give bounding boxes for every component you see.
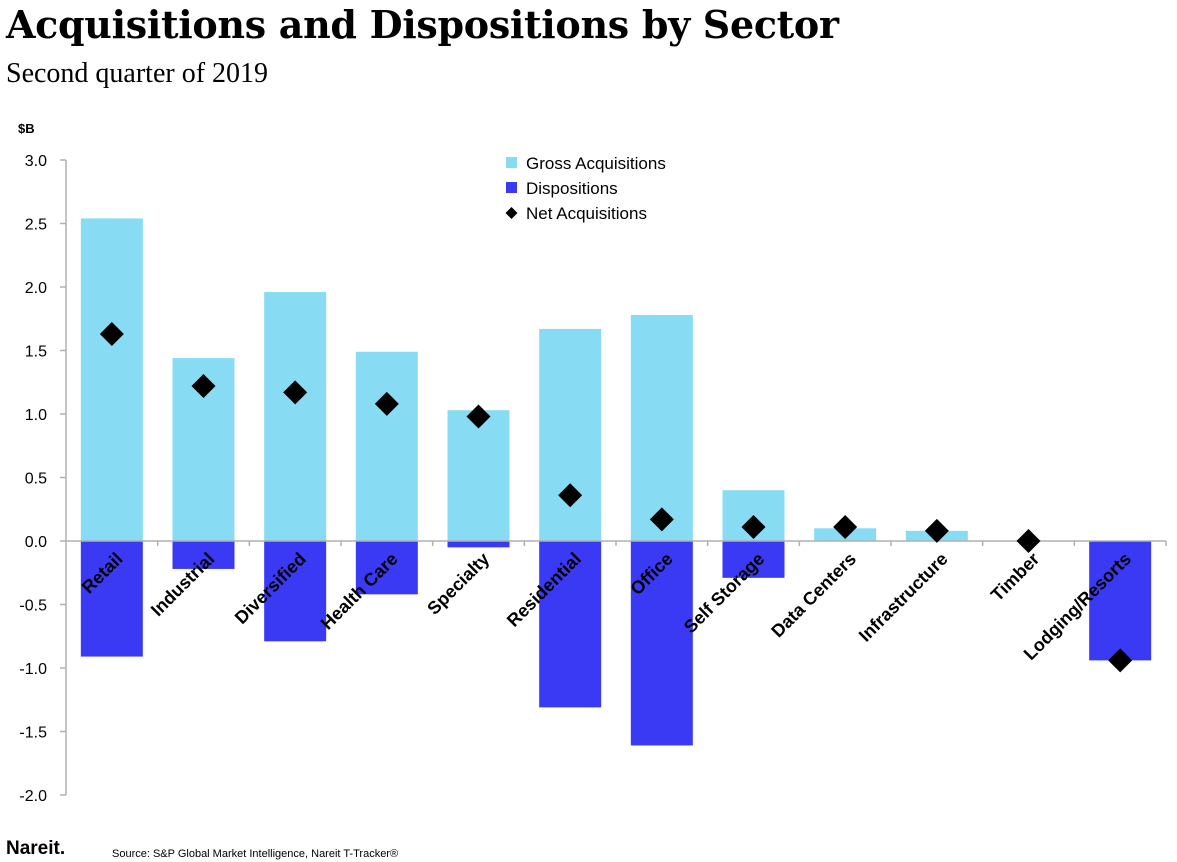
legend-label: Gross Acquisitions	[526, 154, 666, 173]
legend-label: Net Acquisitions	[526, 204, 647, 223]
net-acquisitions-marker	[374, 391, 399, 416]
dispositions-bar	[80, 541, 143, 657]
y-axis-unit-label: $B	[18, 121, 35, 136]
y-tick-label: -2.0	[19, 788, 47, 805]
y-tick-label: 1.0	[25, 407, 47, 424]
net-acquisitions-marker	[283, 380, 308, 405]
dispositions-bar	[722, 541, 785, 578]
dispositions-bar	[630, 541, 693, 746]
legend-swatch	[506, 182, 517, 193]
net-acquisitions-marker	[1108, 648, 1133, 673]
legend-swatch	[506, 157, 517, 168]
category-labels-layer: Retail Industrial Diversified Health Care Sp…	[78, 549, 1135, 664]
dispositions-bar	[1089, 541, 1152, 661]
y-tick-label: -1.0	[19, 661, 47, 678]
gross-acquisitions-bar	[80, 218, 143, 542]
y-tick-label: 0.5	[25, 471, 47, 488]
gross-acquisitions-bar	[264, 292, 327, 541]
gross-acquisitions-bar	[355, 351, 418, 541]
y-tick-label: 3.0	[25, 153, 47, 170]
net-acquisitions-marker	[558, 483, 583, 508]
chart-title: Acquisitions and Dispositions by Sector	[6, 2, 839, 47]
y-tick-label: -1.5	[19, 725, 47, 742]
y-tick-label: 1.5	[25, 344, 47, 361]
y-tick-label: 2.0	[25, 280, 47, 297]
dispositions-bar	[539, 541, 602, 708]
net-acquisitions-marker	[924, 518, 949, 543]
legend: Gross Acquisitions Dispositions Net Acquis…	[505, 154, 666, 223]
dispositions-bar	[172, 541, 235, 569]
net-acquisitions-marker	[833, 515, 858, 540]
net-acquisitions-marker	[741, 515, 766, 540]
y-ticks-layer: 3.0 2.5 2.0 1.5 1.0 0.5 0.0 -0.5 -1.0 -1.5 -2.0	[19, 153, 1167, 805]
gross-acquisitions-bar	[630, 314, 693, 541]
legend-swatch	[505, 207, 518, 219]
source-note: Source: S&P Global Market Intelligence, …	[112, 848, 399, 860]
gross-acquisitions-bar	[447, 410, 510, 541]
y-tick-label: -0.5	[19, 598, 47, 615]
net-acquisitions-marker	[191, 374, 216, 399]
y-tick-label: 2.5	[25, 217, 47, 234]
net-acquisitions-marker	[99, 321, 124, 346]
gross-acquisitions-bar	[539, 328, 602, 541]
dispositions-bar	[447, 541, 510, 548]
y-tick-label: 0.0	[25, 534, 47, 551]
net-acquisitions-marker	[1016, 529, 1041, 553]
bars-layer	[80, 218, 1152, 746]
markers-layer	[99, 321, 1133, 673]
dispositions-bar	[355, 541, 418, 595]
category-label: Specialty	[423, 549, 493, 619]
category-label: Timber	[987, 549, 1043, 605]
net-acquisitions-marker	[649, 507, 674, 532]
chart-subtitle: Second quarter of 2019	[6, 58, 269, 89]
net-acquisitions-marker	[466, 404, 491, 429]
legend-label: Dispositions	[526, 179, 618, 198]
nareit-logo: Nareit.	[6, 838, 66, 859]
category-label: Infrastructure	[855, 549, 952, 646]
dispositions-bar	[264, 541, 327, 642]
